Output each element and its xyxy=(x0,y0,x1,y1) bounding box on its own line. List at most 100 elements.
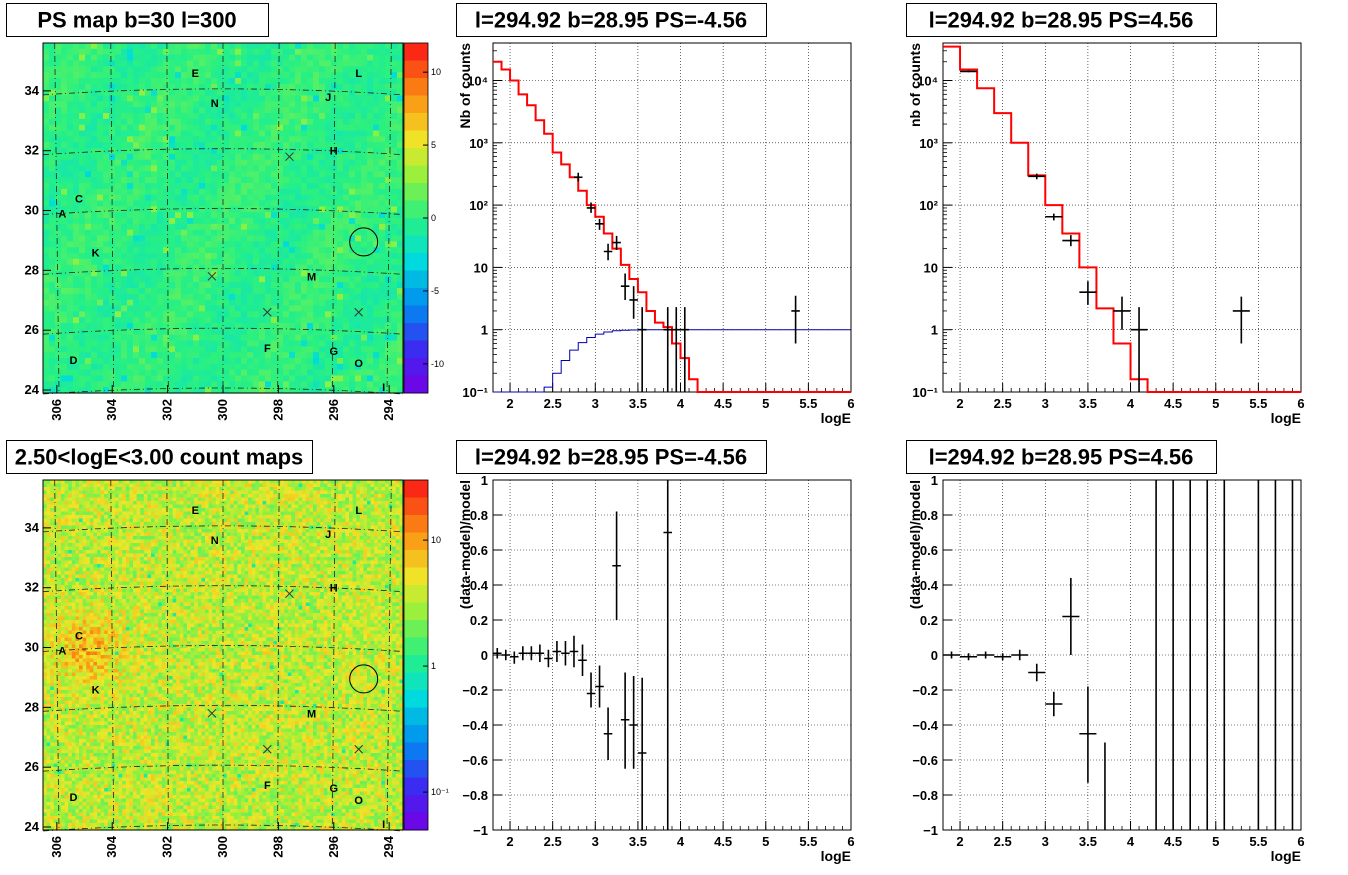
heatmap-cell xyxy=(212,515,217,520)
heatmap-cell xyxy=(307,334,314,342)
heatmap-cell xyxy=(391,188,398,196)
heatmap-cell xyxy=(361,142,368,149)
heatmap-cell xyxy=(313,515,318,520)
heatmap-cell xyxy=(289,358,296,365)
heatmap-cell xyxy=(175,188,182,196)
heatmap-cell xyxy=(121,352,128,359)
heatmap-cell xyxy=(71,487,76,492)
heatmap-cell xyxy=(61,212,68,219)
heatmap-cell xyxy=(223,323,230,330)
heatmap-cell xyxy=(97,282,104,289)
heatmap-cell xyxy=(151,483,156,488)
heatmap-cell xyxy=(262,504,267,509)
heatmap-cell xyxy=(280,480,285,485)
heatmap-cell xyxy=(283,200,290,207)
heatmap-cell xyxy=(115,212,122,219)
heatmap-cell xyxy=(287,522,292,527)
heatmap-cell xyxy=(352,508,357,513)
heatmap-cell xyxy=(199,165,206,172)
grid-meridian xyxy=(277,42,280,394)
heatmap-cell xyxy=(109,247,116,254)
heatmap-cell xyxy=(127,311,134,318)
heatmap-cell xyxy=(391,148,398,155)
heatmap-cell xyxy=(67,212,74,219)
heatmap-cell xyxy=(103,60,110,67)
heatmap-cell xyxy=(157,258,164,266)
heatmap-cell xyxy=(163,153,170,161)
heatmap-cell xyxy=(235,60,242,67)
heatmap-cell xyxy=(343,43,350,50)
heatmap-cell xyxy=(265,183,272,190)
heatmap-cell xyxy=(147,515,152,520)
heatmap-cell xyxy=(313,346,320,353)
heatmap-cell xyxy=(381,494,386,499)
heatmap-cell xyxy=(103,171,110,178)
heatmap-cell xyxy=(319,218,326,225)
heatmap-cell xyxy=(259,247,266,254)
heatmap-cell xyxy=(91,363,98,371)
heatmap-cell xyxy=(79,165,86,172)
heatmap-cell xyxy=(271,165,278,172)
heatmap-cell xyxy=(265,317,272,324)
heatmap-cell xyxy=(374,483,379,488)
heatmap-cell xyxy=(283,78,290,85)
heatmap-cell xyxy=(61,48,68,56)
heatmap-cell xyxy=(175,352,182,359)
heatmap-cell xyxy=(313,497,318,502)
heatmap-cell xyxy=(373,288,380,295)
heatmap-cell xyxy=(217,177,224,184)
heatmap-cell xyxy=(91,258,98,266)
heatmap-cell xyxy=(331,358,338,365)
heatmap-cell xyxy=(337,241,344,248)
heatmap-cell xyxy=(79,504,84,509)
heatmap-cell xyxy=(334,480,339,485)
heatmap-cell xyxy=(187,218,194,225)
heatmap-cell xyxy=(305,497,310,502)
heatmap-cell xyxy=(331,381,338,388)
heatmap-cell xyxy=(46,490,51,495)
heatmap-cell xyxy=(259,253,266,260)
heatmap-cell xyxy=(289,317,296,324)
heatmap-cell xyxy=(79,183,86,190)
heatmap-cell xyxy=(391,317,398,324)
heatmap-cell xyxy=(219,508,224,513)
heatmap-cell xyxy=(127,317,134,324)
heatmap-cell xyxy=(229,159,236,167)
heatmap-cell xyxy=(379,43,386,50)
heatmap-cell xyxy=(183,487,188,492)
heatmap-cell xyxy=(91,200,98,207)
heatmap-cell xyxy=(379,78,386,85)
heatmap-cell xyxy=(343,358,350,365)
heatmap-cell xyxy=(255,483,260,488)
heatmap-cell xyxy=(247,142,254,149)
heatmap-cell xyxy=(295,522,300,527)
heatmap-cell xyxy=(397,317,404,324)
heatmap-cell xyxy=(217,194,224,202)
heatmap-cell xyxy=(187,264,194,272)
heatmap-cell xyxy=(79,212,86,219)
heatmap-cell xyxy=(139,188,146,196)
heatmap-cell xyxy=(319,264,326,272)
heatmap-cell xyxy=(363,511,368,516)
heatmap-cell xyxy=(277,142,284,149)
heatmap-cell xyxy=(163,276,170,283)
heatmap-cell xyxy=(73,381,80,388)
heatmap-cell xyxy=(93,515,98,520)
heatmap-cell xyxy=(50,511,55,516)
heatmap-cell xyxy=(247,293,254,301)
heatmap-cell xyxy=(235,72,242,79)
heatmap-cell xyxy=(67,346,74,353)
heatmap-cell xyxy=(323,490,328,495)
heatmap-cell xyxy=(349,235,356,242)
heatmap-cell xyxy=(145,299,152,307)
heatmap-cell xyxy=(175,206,182,213)
heatmap-cell xyxy=(61,375,68,382)
heatmap-cell xyxy=(301,299,308,307)
heatmap-cell xyxy=(349,83,356,91)
heatmap-cell xyxy=(307,95,314,102)
heatmap-cell xyxy=(241,483,246,488)
heatmap-cell xyxy=(201,480,206,485)
heatmap-cell xyxy=(61,43,68,50)
heatmap-cell xyxy=(388,483,393,488)
heatmap-cell xyxy=(181,159,188,167)
